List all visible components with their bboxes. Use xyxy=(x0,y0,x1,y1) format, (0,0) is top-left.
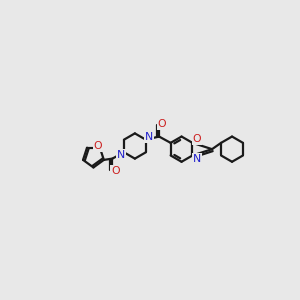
Text: N: N xyxy=(145,132,153,142)
Text: O: O xyxy=(94,141,102,152)
Text: O: O xyxy=(192,134,201,144)
Text: N: N xyxy=(193,154,201,164)
Text: O: O xyxy=(111,166,120,176)
Text: O: O xyxy=(158,119,166,129)
Text: N: N xyxy=(116,150,125,160)
